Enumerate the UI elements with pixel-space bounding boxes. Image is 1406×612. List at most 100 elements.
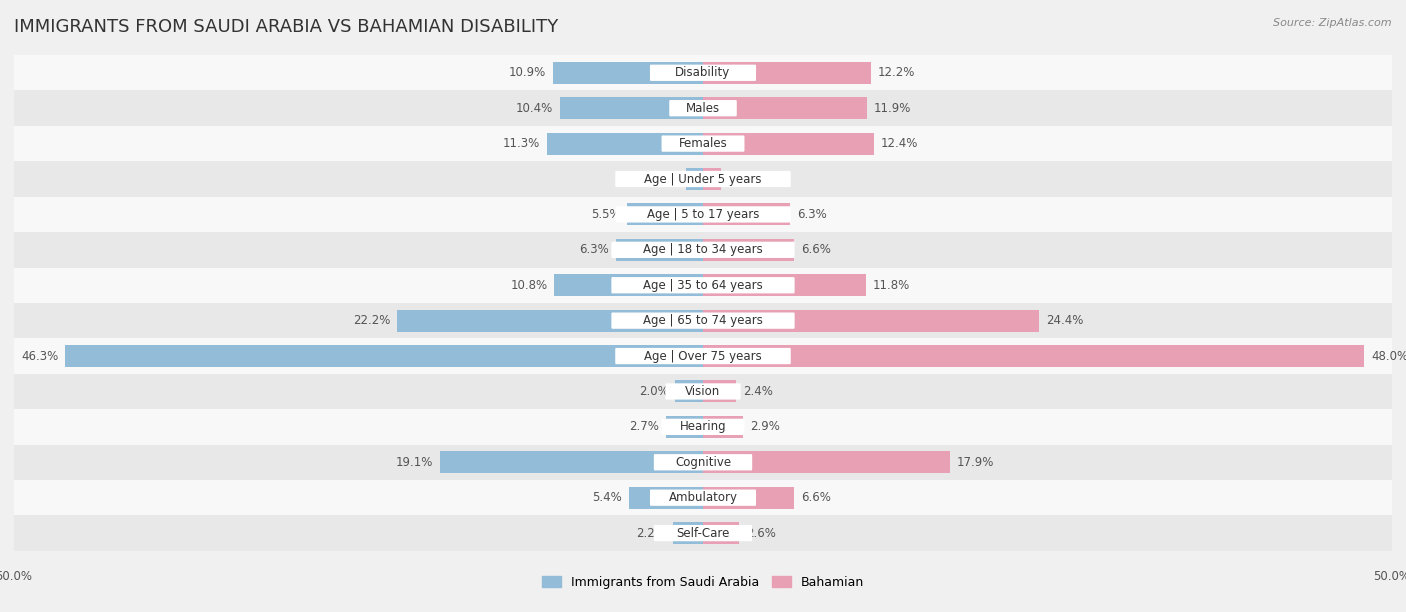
Bar [14,162,1392,196]
Bar [703,416,742,438]
Text: Ambulatory: Ambulatory [668,491,738,504]
Legend: Immigrants from Saudi Arabia, Bahamian: Immigrants from Saudi Arabia, Bahamian [537,571,869,594]
Bar [65,345,703,367]
FancyBboxPatch shape [612,242,794,258]
Bar [703,168,721,190]
Text: 50.0%: 50.0% [0,570,32,583]
FancyBboxPatch shape [616,206,790,223]
Text: 2.2%: 2.2% [636,526,666,540]
Text: 22.2%: 22.2% [353,314,391,327]
Bar [14,515,1392,551]
Bar [14,303,1392,338]
Text: 6.3%: 6.3% [579,244,609,256]
FancyBboxPatch shape [612,277,794,293]
Text: 6.6%: 6.6% [801,491,831,504]
Bar [14,196,1392,232]
Text: 6.6%: 6.6% [801,244,831,256]
Bar [14,126,1392,162]
Bar [440,451,703,473]
Text: 2.7%: 2.7% [628,420,659,433]
Text: Cognitive: Cognitive [675,456,731,469]
Text: 5.4%: 5.4% [592,491,621,504]
Text: 11.8%: 11.8% [873,278,910,292]
Bar [703,522,738,544]
FancyBboxPatch shape [650,490,756,506]
Text: Hearing: Hearing [679,420,727,433]
Bar [553,62,703,84]
Text: 5.5%: 5.5% [591,208,620,221]
Text: 11.9%: 11.9% [875,102,911,114]
FancyBboxPatch shape [616,171,790,187]
Text: IMMIGRANTS FROM SAUDI ARABIA VS BAHAMIAN DISABILITY: IMMIGRANTS FROM SAUDI ARABIA VS BAHAMIAN… [14,18,558,36]
FancyBboxPatch shape [616,348,790,364]
FancyBboxPatch shape [650,65,756,81]
Bar [703,345,1364,367]
FancyBboxPatch shape [662,135,744,152]
Text: 2.0%: 2.0% [638,385,669,398]
Bar [396,310,703,332]
Bar [703,133,875,155]
Bar [666,416,703,438]
Text: 1.2%: 1.2% [650,173,679,185]
Text: 24.4%: 24.4% [1046,314,1084,327]
Text: 2.9%: 2.9% [749,420,780,433]
Bar [560,97,703,119]
Bar [703,451,949,473]
Text: Age | Over 75 years: Age | Over 75 years [644,349,762,362]
FancyBboxPatch shape [662,419,744,435]
Bar [703,62,872,84]
Text: Age | 65 to 74 years: Age | 65 to 74 years [643,314,763,327]
Text: Age | Under 5 years: Age | Under 5 years [644,173,762,185]
Text: 6.3%: 6.3% [797,208,827,221]
Bar [703,203,790,225]
Bar [14,374,1392,409]
FancyBboxPatch shape [665,383,741,400]
Bar [14,267,1392,303]
Text: Males: Males [686,102,720,114]
Bar [14,338,1392,374]
FancyBboxPatch shape [669,100,737,116]
FancyBboxPatch shape [654,454,752,471]
Text: 11.3%: 11.3% [503,137,540,150]
Bar [672,522,703,544]
FancyBboxPatch shape [654,525,752,541]
Bar [14,55,1392,91]
Text: 50.0%: 50.0% [1374,570,1406,583]
Bar [703,274,866,296]
Bar [628,487,703,509]
Bar [703,239,794,261]
Bar [14,91,1392,126]
Bar [14,409,1392,444]
Text: Age | 5 to 17 years: Age | 5 to 17 years [647,208,759,221]
Text: Vision: Vision [685,385,721,398]
Text: Source: ZipAtlas.com: Source: ZipAtlas.com [1274,18,1392,28]
Bar [686,168,703,190]
Text: 1.3%: 1.3% [728,173,758,185]
Bar [547,133,703,155]
Text: 12.4%: 12.4% [880,137,918,150]
Bar [675,381,703,403]
Bar [14,480,1392,515]
Text: Age | 18 to 34 years: Age | 18 to 34 years [643,244,763,256]
Text: 10.8%: 10.8% [510,278,547,292]
Text: 2.4%: 2.4% [742,385,773,398]
FancyBboxPatch shape [612,313,794,329]
Bar [703,487,794,509]
Bar [703,97,868,119]
Text: Self-Care: Self-Care [676,526,730,540]
Text: 19.1%: 19.1% [395,456,433,469]
Text: Disability: Disability [675,66,731,80]
Text: 2.6%: 2.6% [745,526,776,540]
Text: Females: Females [679,137,727,150]
Bar [554,274,703,296]
Text: Age | 35 to 64 years: Age | 35 to 64 years [643,278,763,292]
Bar [14,444,1392,480]
Bar [703,310,1039,332]
Bar [627,203,703,225]
Bar [703,381,737,403]
Text: 12.2%: 12.2% [877,66,915,80]
Text: 48.0%: 48.0% [1371,349,1406,362]
Text: 10.4%: 10.4% [516,102,553,114]
Bar [14,232,1392,267]
Text: 17.9%: 17.9% [956,456,994,469]
